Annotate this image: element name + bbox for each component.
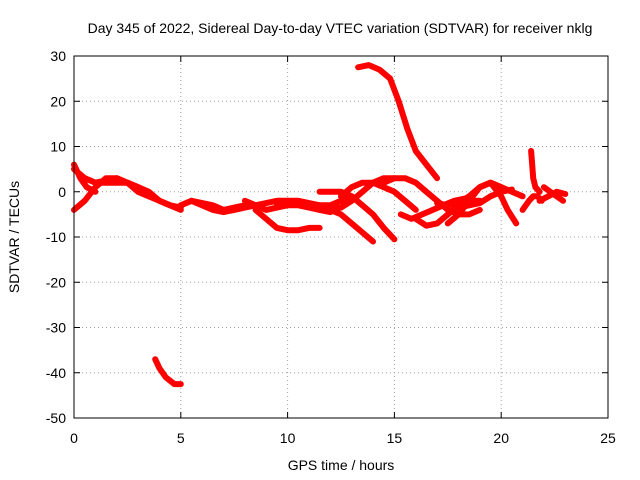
grid-lines: [74, 56, 608, 418]
y-tick-label: -40: [46, 365, 66, 381]
series-arc14: [338, 179, 419, 213]
x-tick-label: 25: [600, 430, 616, 446]
series-arc8: [252, 206, 323, 234]
y-tick-label: 10: [50, 139, 66, 155]
y-tick-label: -10: [46, 229, 66, 245]
data-series: [71, 62, 569, 388]
series-arc17: [397, 195, 468, 222]
series-arc15: [355, 62, 441, 182]
y-tick-label: 0: [58, 184, 66, 200]
y-axis-label: SDTVAR / TECUs: [6, 181, 22, 293]
series-arc22: [487, 179, 520, 227]
x-axis-label: GPS time / hours: [288, 457, 395, 473]
series-arc24: [528, 148, 543, 195]
x-tick-label: 0: [70, 430, 78, 446]
y-tick-label: 20: [50, 93, 66, 109]
x-tick-label: 10: [280, 430, 296, 446]
y-tick-label: 30: [50, 48, 66, 64]
chart-title: Day 345 of 2022, Sidereal Day-to-day VTE…: [88, 20, 593, 36]
x-tick-label: 15: [387, 430, 403, 446]
y-tick-label: -50: [46, 410, 66, 426]
axis-ticks: [73, 55, 609, 419]
series-arc3: [71, 161, 99, 195]
series-arc5: [152, 356, 184, 388]
y-tick-label: -20: [46, 274, 66, 290]
series-arc4: [92, 175, 184, 213]
axis-tick-labels: 0 5 10 15 20 25 -50 -40 -30 -20 -10 0 10 20 30: [46, 48, 616, 446]
x-tick-label: 5: [177, 430, 185, 446]
series-arc16: [380, 175, 483, 218]
x-tick-label: 20: [493, 430, 509, 446]
series-arc13: [316, 188, 398, 243]
series-arc26: [540, 184, 567, 204]
series-arc21: [455, 186, 515, 211]
series-arc12: [306, 175, 398, 213]
y-tick-label: -30: [46, 320, 66, 336]
series-arc7: [188, 197, 259, 216]
